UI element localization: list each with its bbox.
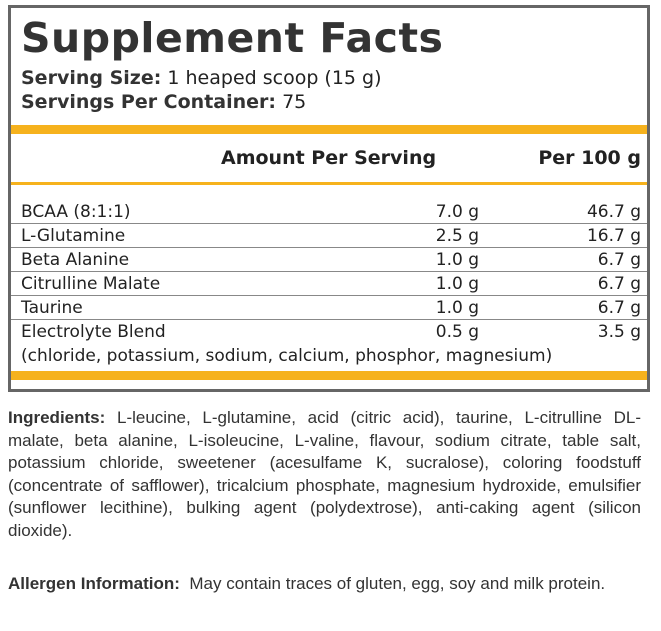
ingredients: Ingredients: L-leucine, L-glutamine, aci… (8, 407, 641, 542)
nutrient-row: L-Glutamine 2.5 g 16.7 g (11, 224, 647, 248)
amount-per-100g: 6.7 g (597, 274, 641, 294)
value: 75 (282, 91, 307, 113)
column-header: Amount Per Serving (221, 147, 437, 169)
amount-per-serving: 0.5 g (435, 322, 479, 342)
nutrient-row: Taurine 1.0 g 6.7 g (11, 296, 647, 320)
amount-per-100g: 46.7 g (586, 202, 641, 222)
amount-per-serving: 1.0 g (435, 298, 479, 318)
value: 1 heaped scoop (15 g) (167, 67, 382, 89)
amount-per-serving: 2.5 g (435, 226, 479, 246)
amount-per-100g: 6.7 g (597, 298, 641, 318)
row-separator (11, 271, 647, 272)
facts-panel: Supplement Facts Serving Size: 1 heaped … (8, 5, 650, 392)
label: Servings Per Container: (21, 91, 277, 113)
divider-bar (11, 182, 647, 185)
row-separator (11, 247, 647, 248)
nutrient-name: Taurine (21, 298, 83, 318)
row-separator (11, 319, 647, 320)
nutrient-name: Citrulline Malate (21, 274, 161, 294)
servings-per-container: Servings Per Container: 75 (21, 90, 306, 114)
blend-note: (chloride, potassium, sodium, calcium, p… (21, 346, 553, 366)
nutrient-row: Citrulline Malate 1.0 g 6.7 g (11, 272, 647, 296)
nutrient-name: BCAA (8:1:1) (21, 202, 131, 222)
serving-size: Serving Size: 1 heaped scoop (15 g) (21, 66, 382, 90)
amount-per-100g: 3.5 g (597, 322, 641, 342)
column-header: Per 100 g (538, 147, 641, 169)
divider-bar (11, 371, 647, 380)
text: L-leucine, L-glutamine, acid (citric aci… (8, 408, 641, 540)
row-separator (11, 295, 647, 296)
amount-per-serving: 1.0 g (435, 274, 479, 294)
nutrient-row: BCAA (8:1:1) 7.0 g 46.7 g (11, 200, 647, 224)
nutrient-name: Electrolyte Blend (21, 322, 166, 342)
nutrient-name: L-Glutamine (21, 226, 126, 246)
nutrient-row: Electrolyte Blend 0.5 g 3.5 g (11, 320, 647, 344)
amount-per-100g: 16.7 g (586, 226, 641, 246)
row-separator (11, 223, 647, 224)
divider-bar (11, 125, 647, 134)
amount-per-serving: 1.0 g (435, 250, 479, 270)
label: Ingredients: (8, 408, 106, 427)
label: Allergen Information: (8, 574, 180, 593)
title: Supplement Facts (21, 14, 444, 62)
text: May contain traces of gluten, egg, soy a… (189, 574, 606, 593)
amount-per-serving: 7.0 g (435, 202, 479, 222)
allergen-info: Allergen Information: May contain traces… (8, 573, 641, 596)
amount-per-100g: 6.7 g (597, 250, 641, 270)
label: Serving Size: (21, 67, 162, 89)
nutrient-row: Beta Alanine 1.0 g 6.7 g (11, 248, 647, 272)
nutrient-name: Beta Alanine (21, 250, 130, 270)
